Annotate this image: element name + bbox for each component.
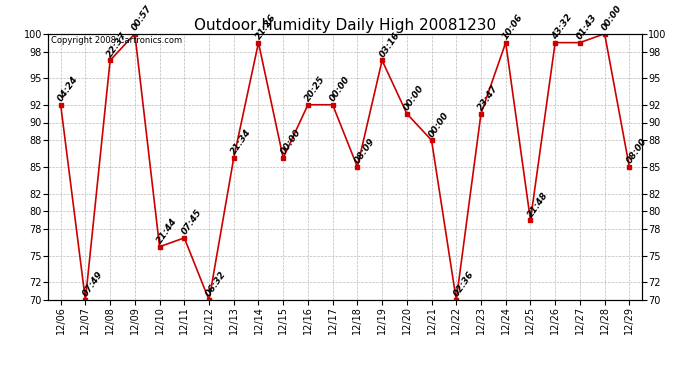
Text: 10:06: 10:06 bbox=[501, 13, 525, 41]
Text: 01:43: 01:43 bbox=[575, 13, 599, 41]
Text: 21:48: 21:48 bbox=[526, 190, 550, 219]
Text: 00:00: 00:00 bbox=[402, 84, 426, 112]
Text: 04:24: 04:24 bbox=[56, 75, 80, 104]
Text: 20:25: 20:25 bbox=[304, 75, 327, 104]
Text: 00:00: 00:00 bbox=[427, 110, 451, 139]
Text: 07:45: 07:45 bbox=[179, 208, 204, 237]
Text: 02:36: 02:36 bbox=[452, 270, 475, 298]
Text: 00:57: 00:57 bbox=[130, 4, 154, 32]
Text: 22:37: 22:37 bbox=[106, 30, 129, 59]
Text: 43:32: 43:32 bbox=[551, 13, 574, 41]
Text: 21:44: 21:44 bbox=[155, 217, 179, 245]
Text: 06:32: 06:32 bbox=[204, 270, 228, 298]
Text: 08:09: 08:09 bbox=[353, 137, 377, 165]
Text: 03:16: 03:16 bbox=[377, 30, 402, 59]
Title: Outdoor Humidity Daily High 20081230: Outdoor Humidity Daily High 20081230 bbox=[194, 18, 496, 33]
Text: 00:00: 00:00 bbox=[279, 128, 302, 157]
Text: 00:00: 00:00 bbox=[328, 75, 352, 104]
Text: Copyright 2008 Cartronics.com: Copyright 2008 Cartronics.com bbox=[51, 36, 182, 45]
Text: 00:00: 00:00 bbox=[600, 4, 624, 32]
Text: 21:34: 21:34 bbox=[229, 128, 253, 157]
Text: 23:47: 23:47 bbox=[476, 84, 500, 112]
Text: 21:26: 21:26 bbox=[254, 13, 277, 41]
Text: 07:49: 07:49 bbox=[81, 270, 105, 298]
Text: 08:00: 08:00 bbox=[624, 137, 649, 165]
